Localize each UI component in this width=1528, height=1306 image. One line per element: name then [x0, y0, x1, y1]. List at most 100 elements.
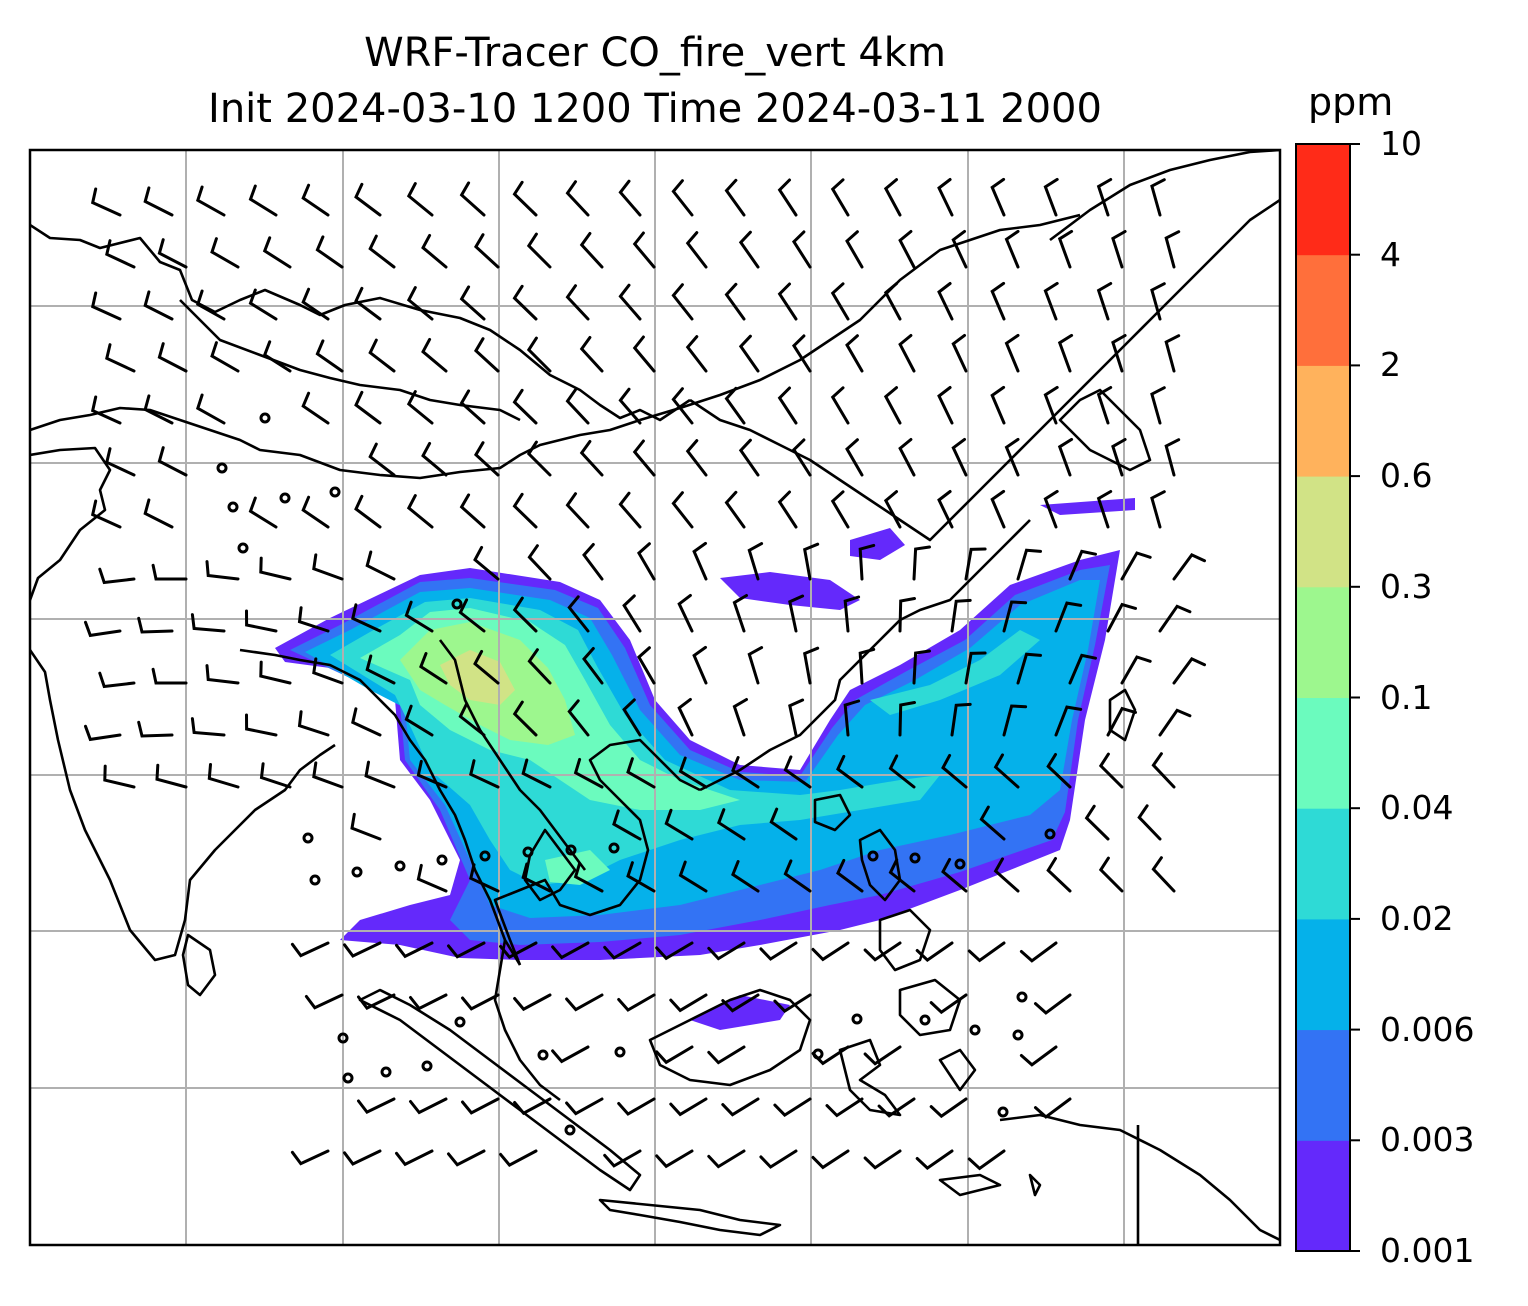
- wind-barb: [459, 493, 486, 529]
- wind-barb: [964, 651, 987, 685]
- wind-barb: [783, 859, 812, 893]
- wind-barb: [469, 759, 500, 789]
- wind-barb: [262, 340, 292, 373]
- wind-barb: [830, 490, 850, 529]
- wind-barb: [937, 178, 954, 217]
- wind-barb: [458, 702, 486, 737]
- wind-barb: [1151, 752, 1176, 789]
- java: [598, 1198, 782, 1237]
- wind-barb: [993, 857, 1020, 893]
- wind-barb: [1057, 333, 1074, 373]
- plume-level-0-borneo: [690, 995, 790, 1030]
- wind-barb: [626, 757, 656, 789]
- wind-barb: [458, 598, 486, 633]
- wind-barb: [1150, 386, 1166, 425]
- wind-barb: [1068, 653, 1097, 685]
- wind-barb: [210, 341, 240, 373]
- calm-wind-circle: [237, 542, 249, 554]
- sumatra: [358, 988, 642, 1192]
- wind-barb: [888, 858, 916, 893]
- philippines-luzon: [858, 828, 902, 902]
- wind-barb: [1164, 334, 1181, 373]
- wind-barb: [898, 230, 916, 269]
- wind-barbs: [84, 177, 1206, 1171]
- wind-barb: [1068, 549, 1097, 581]
- wind-barb: [622, 698, 642, 737]
- wind-barb: [195, 393, 226, 425]
- wind-barb: [858, 543, 876, 581]
- wind-barb: [1151, 856, 1176, 893]
- wind-barb: [354, 286, 382, 321]
- wind-barb: [692, 645, 708, 685]
- colorbar-tick-label: 10: [1380, 124, 1422, 163]
- wind-barb: [707, 1149, 746, 1169]
- wind-barb: [898, 597, 916, 633]
- calm-wind-circle: [337, 1032, 349, 1044]
- wind-barb: [105, 343, 136, 373]
- calm-wind-circle: [1012, 1029, 1024, 1041]
- wind-barb: [512, 596, 538, 633]
- colorbar-band: [1296, 586, 1350, 698]
- wind-barb: [678, 860, 708, 893]
- wind-barb: [447, 1149, 486, 1167]
- wind-barb: [622, 594, 642, 633]
- wind-barb: [137, 720, 174, 738]
- wind-barb: [521, 758, 552, 789]
- wind-barb: [365, 654, 396, 685]
- wind-barb: [1054, 601, 1083, 633]
- wind-barb: [404, 704, 434, 737]
- wind-barb: [1172, 553, 1206, 581]
- wind-barb: [447, 941, 486, 959]
- wind-barb: [716, 808, 746, 841]
- wind-barb: [421, 441, 448, 477]
- wind-barb: [731, 756, 760, 789]
- calm-wind-circle: [309, 874, 321, 886]
- wind-barb: [290, 941, 330, 958]
- wind-barb: [803, 646, 820, 685]
- wind-barb: [248, 288, 278, 321]
- wind-barb: [990, 385, 1006, 425]
- wind-barb: [1120, 551, 1152, 581]
- wind-barb: [1150, 178, 1166, 217]
- wind-barb: [791, 334, 812, 373]
- colorbar-band: [1296, 254, 1350, 366]
- wind-barb: [721, 1097, 760, 1117]
- colorbar-tick-label: 0.02: [1380, 898, 1454, 938]
- calm-wind-circle: [216, 462, 228, 474]
- wind-barb: [773, 1097, 812, 1118]
- wind-barb: [364, 760, 396, 789]
- wind-barb: [617, 1097, 656, 1116]
- wind-barb: [979, 805, 1006, 841]
- wind-barb: [579, 440, 604, 477]
- wind-barb: [677, 593, 694, 633]
- wind-barb: [315, 339, 344, 373]
- calm-wind-circle: [969, 1024, 981, 1036]
- wind-barb: [671, 283, 694, 321]
- wind-barb: [1150, 490, 1166, 529]
- wind-barb: [459, 285, 486, 321]
- moluccas: [938, 1048, 977, 1092]
- wind-barb: [603, 941, 642, 960]
- wind-barb: [937, 490, 954, 529]
- wind-barb: [671, 491, 694, 529]
- wind-barb: [406, 494, 434, 529]
- wind-barb: [1002, 600, 1028, 633]
- wind-barb: [1137, 804, 1162, 841]
- calm-wind-circle: [867, 850, 879, 862]
- wind-barb: [724, 178, 746, 217]
- calm-wind-circle: [302, 832, 314, 844]
- wind-barb: [803, 542, 820, 581]
- colorbar-band: [1296, 1140, 1350, 1252]
- wind-barb: [951, 333, 968, 373]
- wind-barb: [473, 233, 500, 269]
- wind-barb: [368, 234, 396, 269]
- philippines-south: [878, 908, 932, 972]
- wind-barb: [357, 993, 396, 1010]
- wind-barb: [950, 598, 972, 633]
- wind-barb: [707, 941, 746, 961]
- wind-barb: [259, 762, 292, 789]
- wind-barb: [245, 609, 278, 633]
- calm-wind-circle: [608, 842, 620, 854]
- wind-barb: [937, 386, 954, 425]
- wind-barb: [210, 237, 240, 269]
